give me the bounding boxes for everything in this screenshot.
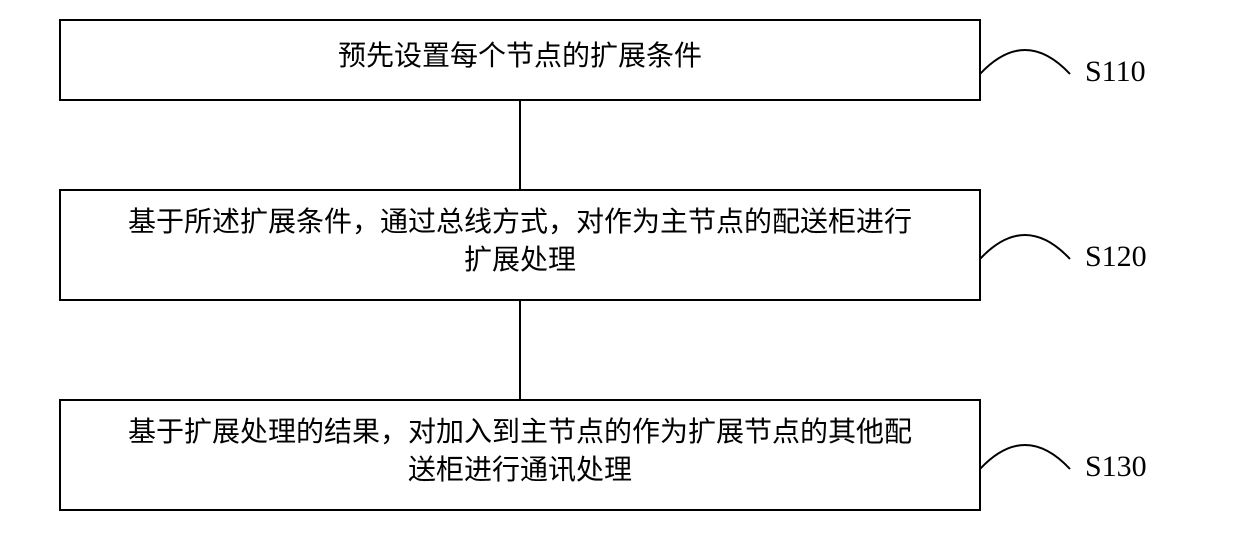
flow-step-2: 基于所述扩展条件，通过总线方式，对作为主节点的配送柜进行扩展处理 S120	[60, 190, 1147, 300]
flow-step-text: 扩展处理	[464, 244, 576, 276]
step-label-connector	[980, 50, 1070, 74]
flow-step-1: 预先设置每个节点的扩展条件 S110	[60, 20, 1146, 100]
flow-step-text: 送柜进行通讯处理	[408, 454, 632, 486]
step-label: S110	[1085, 55, 1146, 88]
step-label-connector	[980, 235, 1070, 259]
step-label-connector	[980, 445, 1070, 469]
flow-step-text: 基于扩展处理的结果，对加入到主节点的作为扩展节点的其他配	[128, 416, 912, 448]
flow-step-3: 基于扩展处理的结果，对加入到主节点的作为扩展节点的其他配送柜进行通讯处理 S130	[60, 400, 1147, 510]
flow-step-text: 基于所述扩展条件，通过总线方式，对作为主节点的配送柜进行	[128, 206, 912, 238]
flow-step-text: 预先设置每个节点的扩展条件	[338, 40, 702, 72]
step-label: S120	[1085, 240, 1147, 273]
step-label: S130	[1085, 450, 1147, 483]
